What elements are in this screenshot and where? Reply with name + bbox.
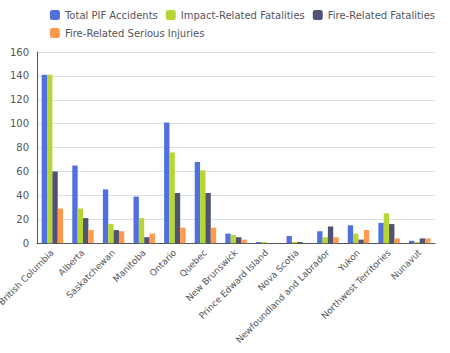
svg-text:60: 60 [16,166,29,177]
svg-text:Fire-Related Serious Injuries: Fire-Related Serious Injuries [65,28,205,39]
svg-text:20: 20 [16,214,29,225]
svg-text:Newfoundland and Labrador: Newfoundland and Labrador [234,247,332,345]
svg-text:Total PIF Accidents: Total PIF Accidents [64,10,158,21]
svg-text:British Columbia: British Columbia [0,248,56,307]
svg-text:Yukon: Yukon [336,248,362,274]
svg-text:Impact-Related Fatalities: Impact-Related Fatalities [181,10,305,21]
svg-text:40: 40 [16,190,29,201]
svg-text:Fire-Related Fatalities: Fire-Related Fatalities [328,10,435,21]
svg-text:Prince Edward Island: Prince Edward Island [197,247,271,321]
svg-text:New Brunswick: New Brunswick [184,247,240,303]
svg-text:Nova Scotia: Nova Scotia [255,247,301,293]
svg-text:160: 160 [10,47,29,58]
svg-text:Northwest Territories: Northwest Territories [319,247,393,321]
svg-text:Alberta: Alberta [56,248,86,278]
svg-text:120: 120 [10,94,29,105]
svg-text:Saskatchewan: Saskatchewan [64,248,117,301]
svg-text:0: 0 [23,238,29,249]
svg-text:Ontario: Ontario [148,248,179,279]
svg-text:100: 100 [10,118,29,129]
svg-text:Quebec: Quebec [178,248,209,279]
svg-text:Nunavut: Nunavut [389,247,423,281]
svg-text:80: 80 [16,142,29,153]
svg-text:140: 140 [10,70,29,81]
svg-text:Manitoba: Manitoba [111,248,148,285]
